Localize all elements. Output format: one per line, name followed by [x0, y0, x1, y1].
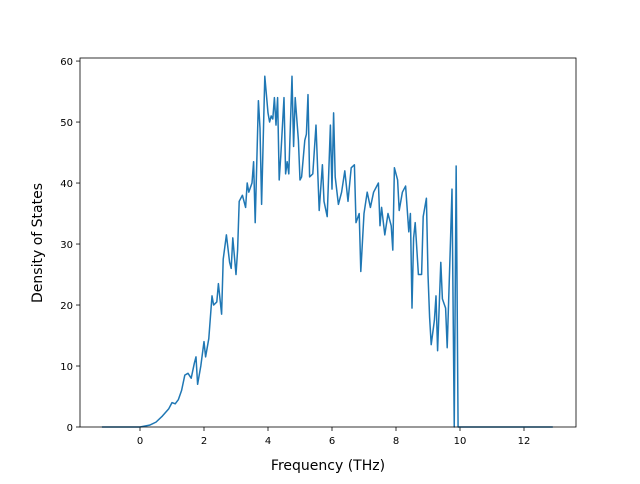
- y-axis-label: Density of States: [30, 183, 46, 303]
- x-tick-label: 0: [137, 436, 143, 447]
- y-tick-label: 0: [67, 423, 73, 434]
- y-tick-label: 10: [60, 362, 73, 373]
- line: [101, 75, 553, 428]
- x-tick-label: 8: [393, 436, 399, 447]
- x-axis-label: Frequency (THz): [271, 458, 385, 474]
- y-tick-label: 40: [60, 179, 73, 190]
- y-tick-label: 30: [60, 240, 73, 251]
- y-tick-label: 50: [60, 118, 73, 129]
- x-tick-label: 2: [201, 436, 207, 447]
- x-tick-label: 4: [265, 436, 271, 447]
- x-tick-label: 6: [329, 436, 335, 447]
- y-tick-label: 60: [60, 57, 73, 68]
- y-tick-label: 20: [60, 301, 73, 312]
- plot-frame: [79, 57, 577, 428]
- x-tick-label: 12: [518, 436, 531, 447]
- x-tick-label: 10: [454, 436, 467, 447]
